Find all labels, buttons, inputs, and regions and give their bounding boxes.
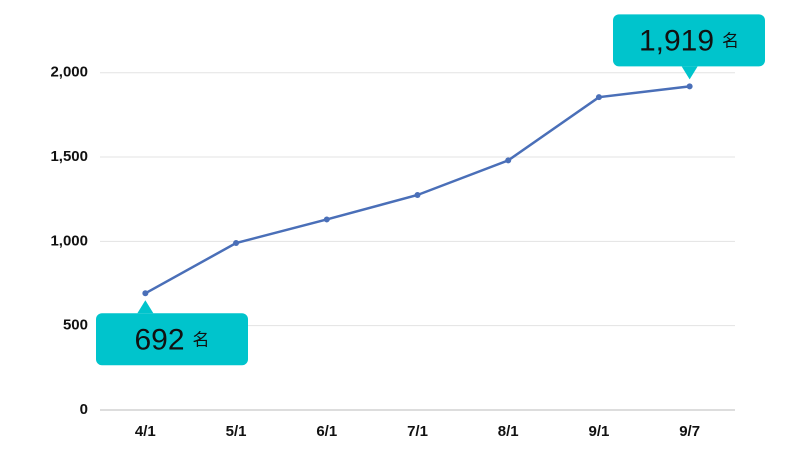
callout: 1,919 名	[613, 14, 765, 80]
x-tick-label: 5/1	[226, 423, 247, 440]
x-tick-label: 6/1	[316, 423, 337, 440]
x-tick-label: 4/1	[135, 423, 156, 440]
unit-label: 名	[193, 331, 210, 350]
unit-label: 名	[722, 32, 739, 51]
x-tick-label: 9/1	[588, 423, 609, 440]
x-tick-label: 7/1	[407, 423, 428, 440]
point	[414, 191, 421, 198]
y-tick-label: 0	[80, 401, 88, 418]
line	[144, 85, 690, 295]
point	[142, 290, 149, 297]
point	[595, 94, 602, 101]
callout-pointer	[681, 66, 698, 80]
x-tick-label: 8/1	[498, 423, 519, 440]
callout-box	[96, 313, 248, 366]
y-tick-label: 2,000	[50, 64, 88, 81]
y-tick-label: 500	[63, 317, 88, 334]
callout-pointer	[137, 300, 154, 314]
value-label: 692	[134, 323, 184, 356]
callout-box	[613, 14, 765, 67]
value-label: 1,919	[639, 24, 714, 57]
callout-text: 692 名	[134, 323, 209, 356]
point	[686, 83, 693, 90]
x-tick-label: 9/7	[679, 423, 700, 440]
point	[233, 240, 240, 247]
callout-text: 1,919 名	[639, 24, 739, 57]
point	[505, 157, 512, 164]
callout: 692 名	[96, 300, 248, 366]
point	[323, 216, 330, 223]
y-tick-label: 1,500	[50, 148, 88, 165]
y-tick-label: 1,000	[50, 232, 88, 249]
